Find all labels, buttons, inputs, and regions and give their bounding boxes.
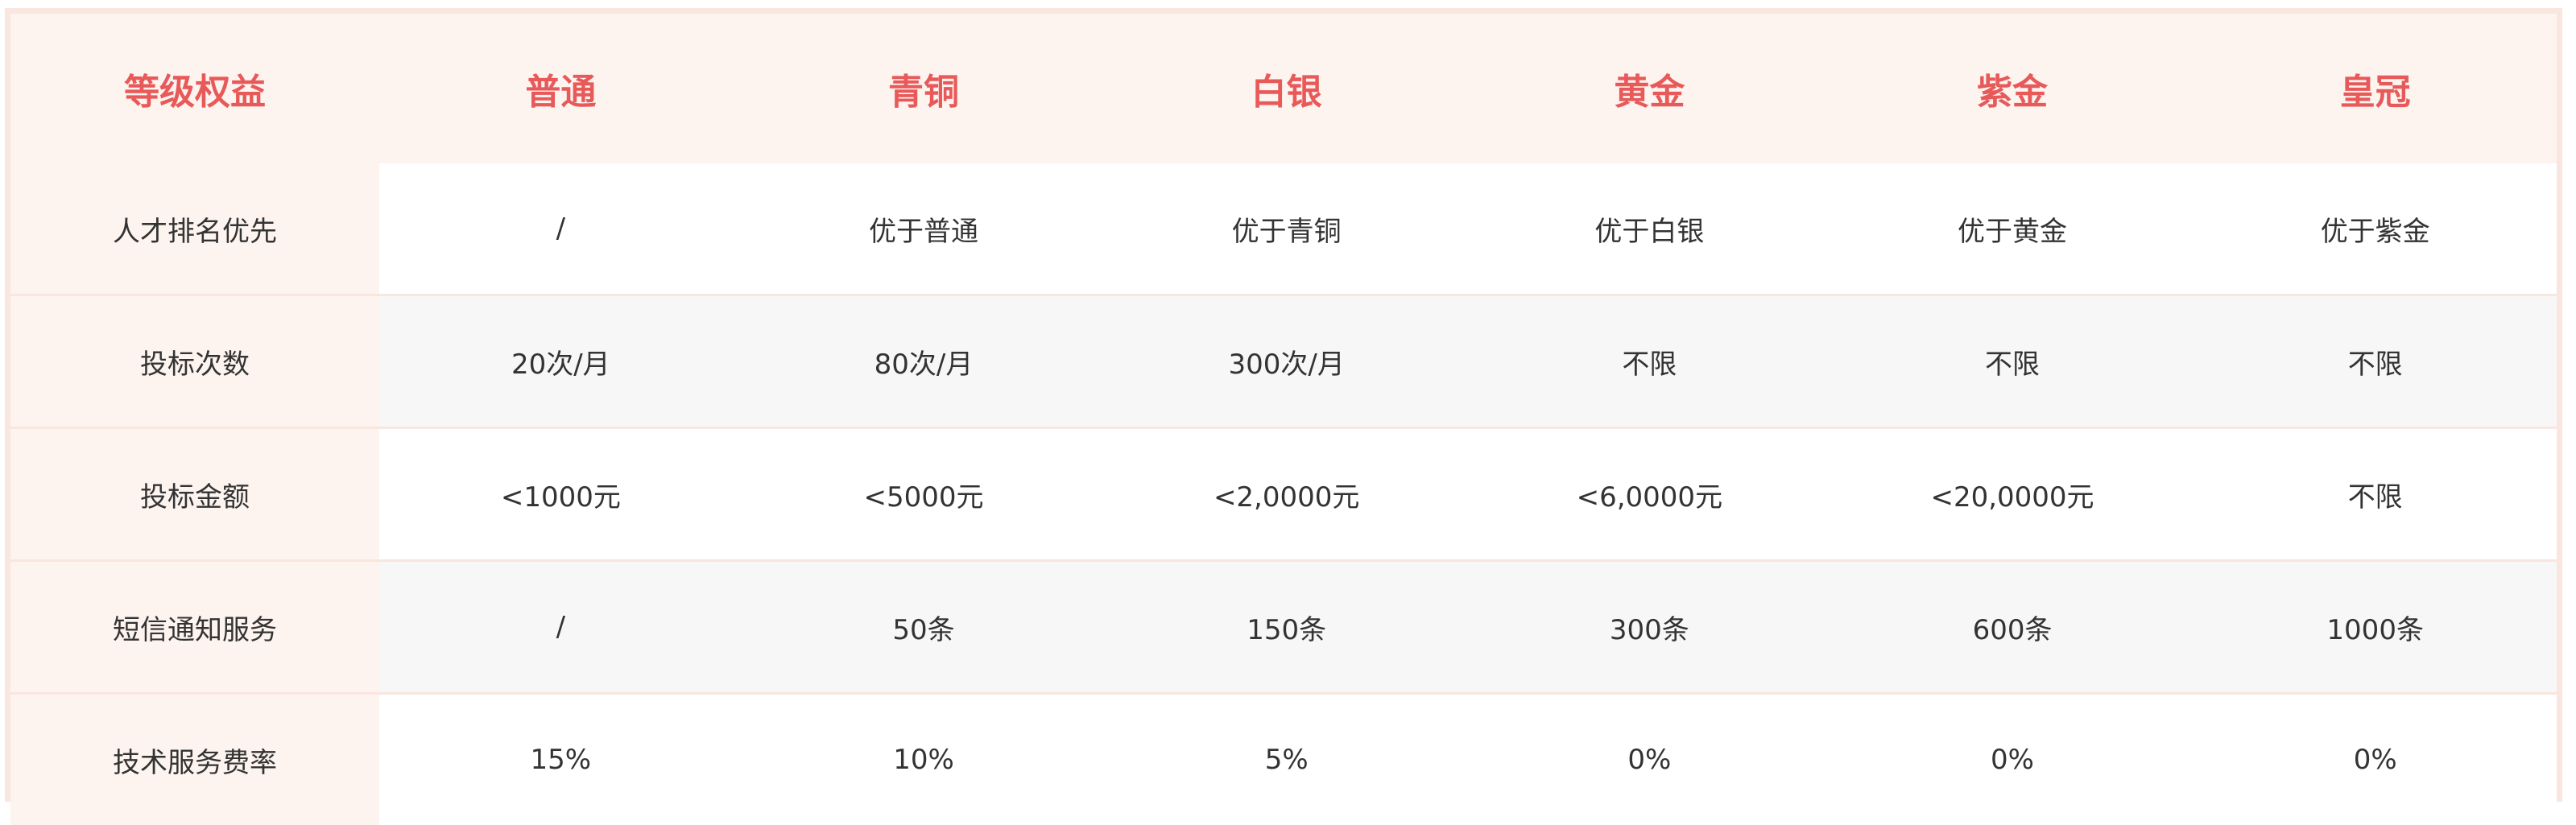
membership-benefits-table: 等级权益 普通 青铜 白银 黄金 紫金 皇冠 人才排名优先 / 优于普通 优于青铜 优于… xyxy=(5,8,2562,825)
table-cell: <1000元 xyxy=(379,429,742,559)
table-cell: 0% xyxy=(1830,695,2194,825)
table-cell: 20次/月 xyxy=(379,296,742,427)
table-cell: / xyxy=(379,163,742,294)
table-cell: 不限 xyxy=(2194,296,2557,427)
row-label: 人才排名优先 xyxy=(10,163,379,294)
table-cell: 300条 xyxy=(1468,562,1831,692)
header-level-bronze: 青铜 xyxy=(742,14,1106,163)
table-cell: 80次/月 xyxy=(742,296,1106,427)
row-label: 技术服务费率 xyxy=(10,695,379,825)
table-cell: 15% xyxy=(379,695,742,825)
table-cell: 300次/月 xyxy=(1105,296,1469,427)
table-cell: <20,0000元 xyxy=(1830,429,2194,559)
table-cell: 5% xyxy=(1105,695,1469,825)
row-label: 投标金额 xyxy=(10,429,379,559)
table-cell: 600条 xyxy=(1830,562,2194,692)
table-row: 投标次数 20次/月 80次/月 300次/月 不限 不限 不限 xyxy=(10,294,2557,427)
table-cell: 优于普通 xyxy=(742,163,1106,294)
table-cell: 不限 xyxy=(1830,296,2194,427)
header-level-silver: 白银 xyxy=(1105,14,1469,163)
table-cell: 50条 xyxy=(742,562,1106,692)
table-row: 短信通知服务/50条 150条 300条 600条 1000条 xyxy=(10,559,2557,692)
table-cell: 0% xyxy=(1468,695,1831,825)
table-row: 投标金额 <1000元 <5000元 <2,0000元 <6,0000元 <20,0000… xyxy=(10,427,2557,559)
table-cell: 优于紫金 xyxy=(2194,163,2557,294)
row-label: 短信通知服务 xyxy=(10,562,379,692)
table-cell: 0% xyxy=(2194,695,2557,825)
table-cell: / xyxy=(379,562,742,692)
table-cell: 1000条 xyxy=(2194,562,2557,692)
table-cell: <2,0000元 xyxy=(1105,429,1469,559)
table-cell: <6,0000元 xyxy=(1468,429,1831,559)
table-cell: 10% xyxy=(742,695,1106,825)
table-cell: 优于白银 xyxy=(1468,163,1831,294)
header-level-gold: 黄金 xyxy=(1468,14,1831,163)
table-header: 等级权益 普通 青铜 白银 黄金 紫金 皇冠 xyxy=(10,14,2557,163)
table-row: 人才排名优先 / 优于普通 优于青铜 优于白银 优于黄金 优于紫金 xyxy=(10,163,2557,294)
table-cell: <5000元 xyxy=(742,429,1106,559)
table-cell: 优于黄金 xyxy=(1830,163,2194,294)
table-cell: 优于青铜 xyxy=(1105,163,1469,294)
header-benefits-label: 等级权益 xyxy=(10,14,379,163)
header-level-crown: 皇冠 xyxy=(2194,14,2557,163)
table-cell: 不限 xyxy=(1468,296,1831,427)
table-cell: 不限 xyxy=(2194,429,2557,559)
row-label: 投标次数 xyxy=(10,296,379,427)
header-level-normal: 普通 xyxy=(379,14,742,163)
table-cell: 150条 xyxy=(1105,562,1469,692)
table-row: 技术服务费率 15% 10% 5% 0% 0% 0% xyxy=(10,692,2557,825)
header-level-purple-gold: 紫金 xyxy=(1830,14,2194,163)
